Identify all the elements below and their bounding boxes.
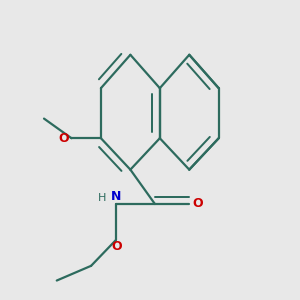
- Text: O: O: [112, 240, 122, 253]
- Text: O: O: [58, 132, 68, 145]
- Text: H: H: [98, 193, 106, 202]
- Text: N: N: [110, 190, 121, 202]
- Text: O: O: [192, 197, 203, 211]
